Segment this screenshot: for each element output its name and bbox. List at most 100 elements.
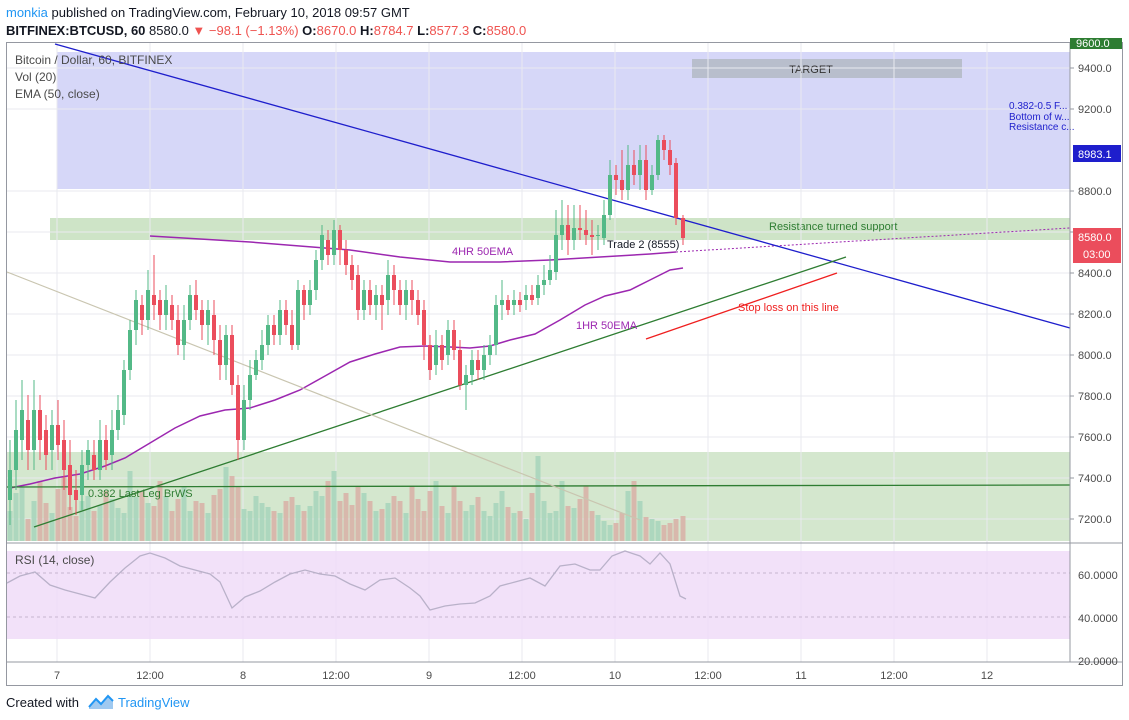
- candle-body: [590, 235, 594, 237]
- rsi-tick-label: 20.0000: [1078, 656, 1118, 668]
- candle-body: [296, 290, 300, 345]
- fib-upper-label-1: 0.382-0.5 F...: [1009, 101, 1067, 112]
- volume-bar: [367, 501, 373, 541]
- volume-bar: [547, 513, 553, 541]
- candle-body: [152, 295, 156, 305]
- candle-body: [380, 295, 384, 305]
- candle-body: [554, 235, 558, 272]
- candle-body: [566, 225, 570, 240]
- chart-header: monkia published on TradingView.com, Feb…: [6, 2, 1123, 42]
- green-support-line: [33, 256, 847, 528]
- author-link[interactable]: monkia: [6, 5, 48, 20]
- legend-ema[interactable]: EMA (50, close): [15, 87, 100, 101]
- top-partial-tag-label: 9600.0: [1076, 38, 1110, 50]
- red-price-tag-timer: 03:00: [1083, 249, 1111, 261]
- tradingview-logo-icon[interactable]: [88, 693, 114, 714]
- rsi-band: [7, 551, 1070, 639]
- candle-body: [494, 305, 498, 345]
- ema-1hr-label: 1HR 50EMA: [576, 320, 638, 332]
- candle-body: [512, 300, 516, 305]
- candle-body: [350, 265, 354, 280]
- candle-body: [338, 230, 342, 250]
- volume-bar: [535, 456, 541, 541]
- candle-body: [44, 430, 48, 455]
- price-tick-label: 7200.0: [1078, 514, 1112, 526]
- candle-body: [266, 325, 270, 345]
- legend-symbol[interactable]: Bitcoin / Dollar, 60, BITFINEX: [15, 53, 173, 67]
- volume-bar: [379, 509, 385, 541]
- volume-bar: [133, 497, 139, 541]
- volume-bar: [229, 476, 235, 541]
- candle-body: [290, 325, 294, 345]
- volume-bar: [301, 511, 307, 541]
- legend-volume[interactable]: Vol (20): [15, 70, 57, 84]
- volume-bar: [193, 501, 199, 541]
- candle-body: [542, 280, 546, 285]
- volume-bar: [619, 513, 625, 541]
- chart-frame[interactable]: [6, 42, 1123, 686]
- candle-body: [320, 235, 324, 260]
- time-axis: 7 12:00 8 12:00 9 12:00 10 12:00 11 12:00 12: [54, 670, 993, 682]
- price-tick-label: 7400.0: [1078, 473, 1112, 485]
- candle-body: [50, 425, 54, 450]
- volume-bar: [337, 501, 343, 541]
- candle-body: [26, 420, 30, 450]
- volume-bar: [49, 513, 55, 541]
- candle-body: [476, 360, 480, 370]
- candle-body: [104, 440, 108, 460]
- time-tick-label: 11: [795, 670, 806, 682]
- stop-loss-line: [645, 272, 838, 340]
- symbol-label: BITFINEX:BTCUSD, 60: [6, 23, 146, 38]
- volume-bar: [433, 481, 439, 541]
- volume-bar: [85, 496, 91, 541]
- candle-body: [668, 150, 672, 165]
- volume-bar: [499, 491, 505, 541]
- candle-body: [134, 300, 138, 330]
- volume-bar: [613, 523, 619, 541]
- volume-bar: [493, 503, 499, 541]
- top-partial-tag: [1070, 38, 1122, 49]
- candle-body: [212, 315, 216, 340]
- candle-body: [188, 295, 192, 320]
- volume-bar: [331, 471, 337, 541]
- volume-bar: [409, 486, 415, 541]
- volume-bar: [571, 508, 577, 541]
- volume-bar: [325, 481, 331, 541]
- volume-bar: [91, 511, 97, 541]
- volume-bar: [475, 497, 481, 541]
- candle-body: [284, 310, 288, 325]
- volume-bar: [43, 503, 49, 541]
- publish-info: published on TradingView.com, February 1…: [47, 5, 410, 20]
- time-tick-label: 12:00: [694, 670, 722, 682]
- volume-bar: [277, 513, 283, 541]
- volume-bar: [625, 491, 631, 541]
- volume-bar: [559, 481, 565, 541]
- price-tick-label: 8400.0: [1078, 268, 1112, 280]
- volume-bar: [385, 503, 391, 541]
- volume-bar: [121, 513, 127, 541]
- time-tick-label: 9: [426, 670, 432, 682]
- ema-4hr-label: 4HR 50EMA: [452, 246, 514, 258]
- tradingview-brand-link[interactable]: TradingView: [118, 695, 190, 710]
- candle-body: [164, 300, 168, 315]
- candle-body: [278, 310, 282, 335]
- volume-bar: [349, 505, 355, 541]
- candle-body: [470, 360, 474, 375]
- candle-body: [386, 275, 390, 300]
- candle-body: [344, 250, 348, 265]
- volume-bar: [61, 476, 67, 541]
- candle-body: [656, 140, 660, 175]
- candle-body: [218, 340, 222, 365]
- candle-body: [422, 310, 426, 345]
- ohlc-line: BITFINEX:BTCUSD, 60 8580.0 ▼ −98.1 (−1.1…: [6, 22, 526, 40]
- volume-bar: [469, 505, 475, 541]
- candle-body: [681, 218, 685, 238]
- blue-trendline: [54, 43, 1071, 329]
- volume-bar: [373, 511, 379, 541]
- candle-body: [86, 450, 90, 465]
- volume-bar: [67, 507, 73, 541]
- candle-body: [458, 350, 462, 385]
- volume-bar: [457, 501, 463, 541]
- volume-bar: [595, 515, 601, 541]
